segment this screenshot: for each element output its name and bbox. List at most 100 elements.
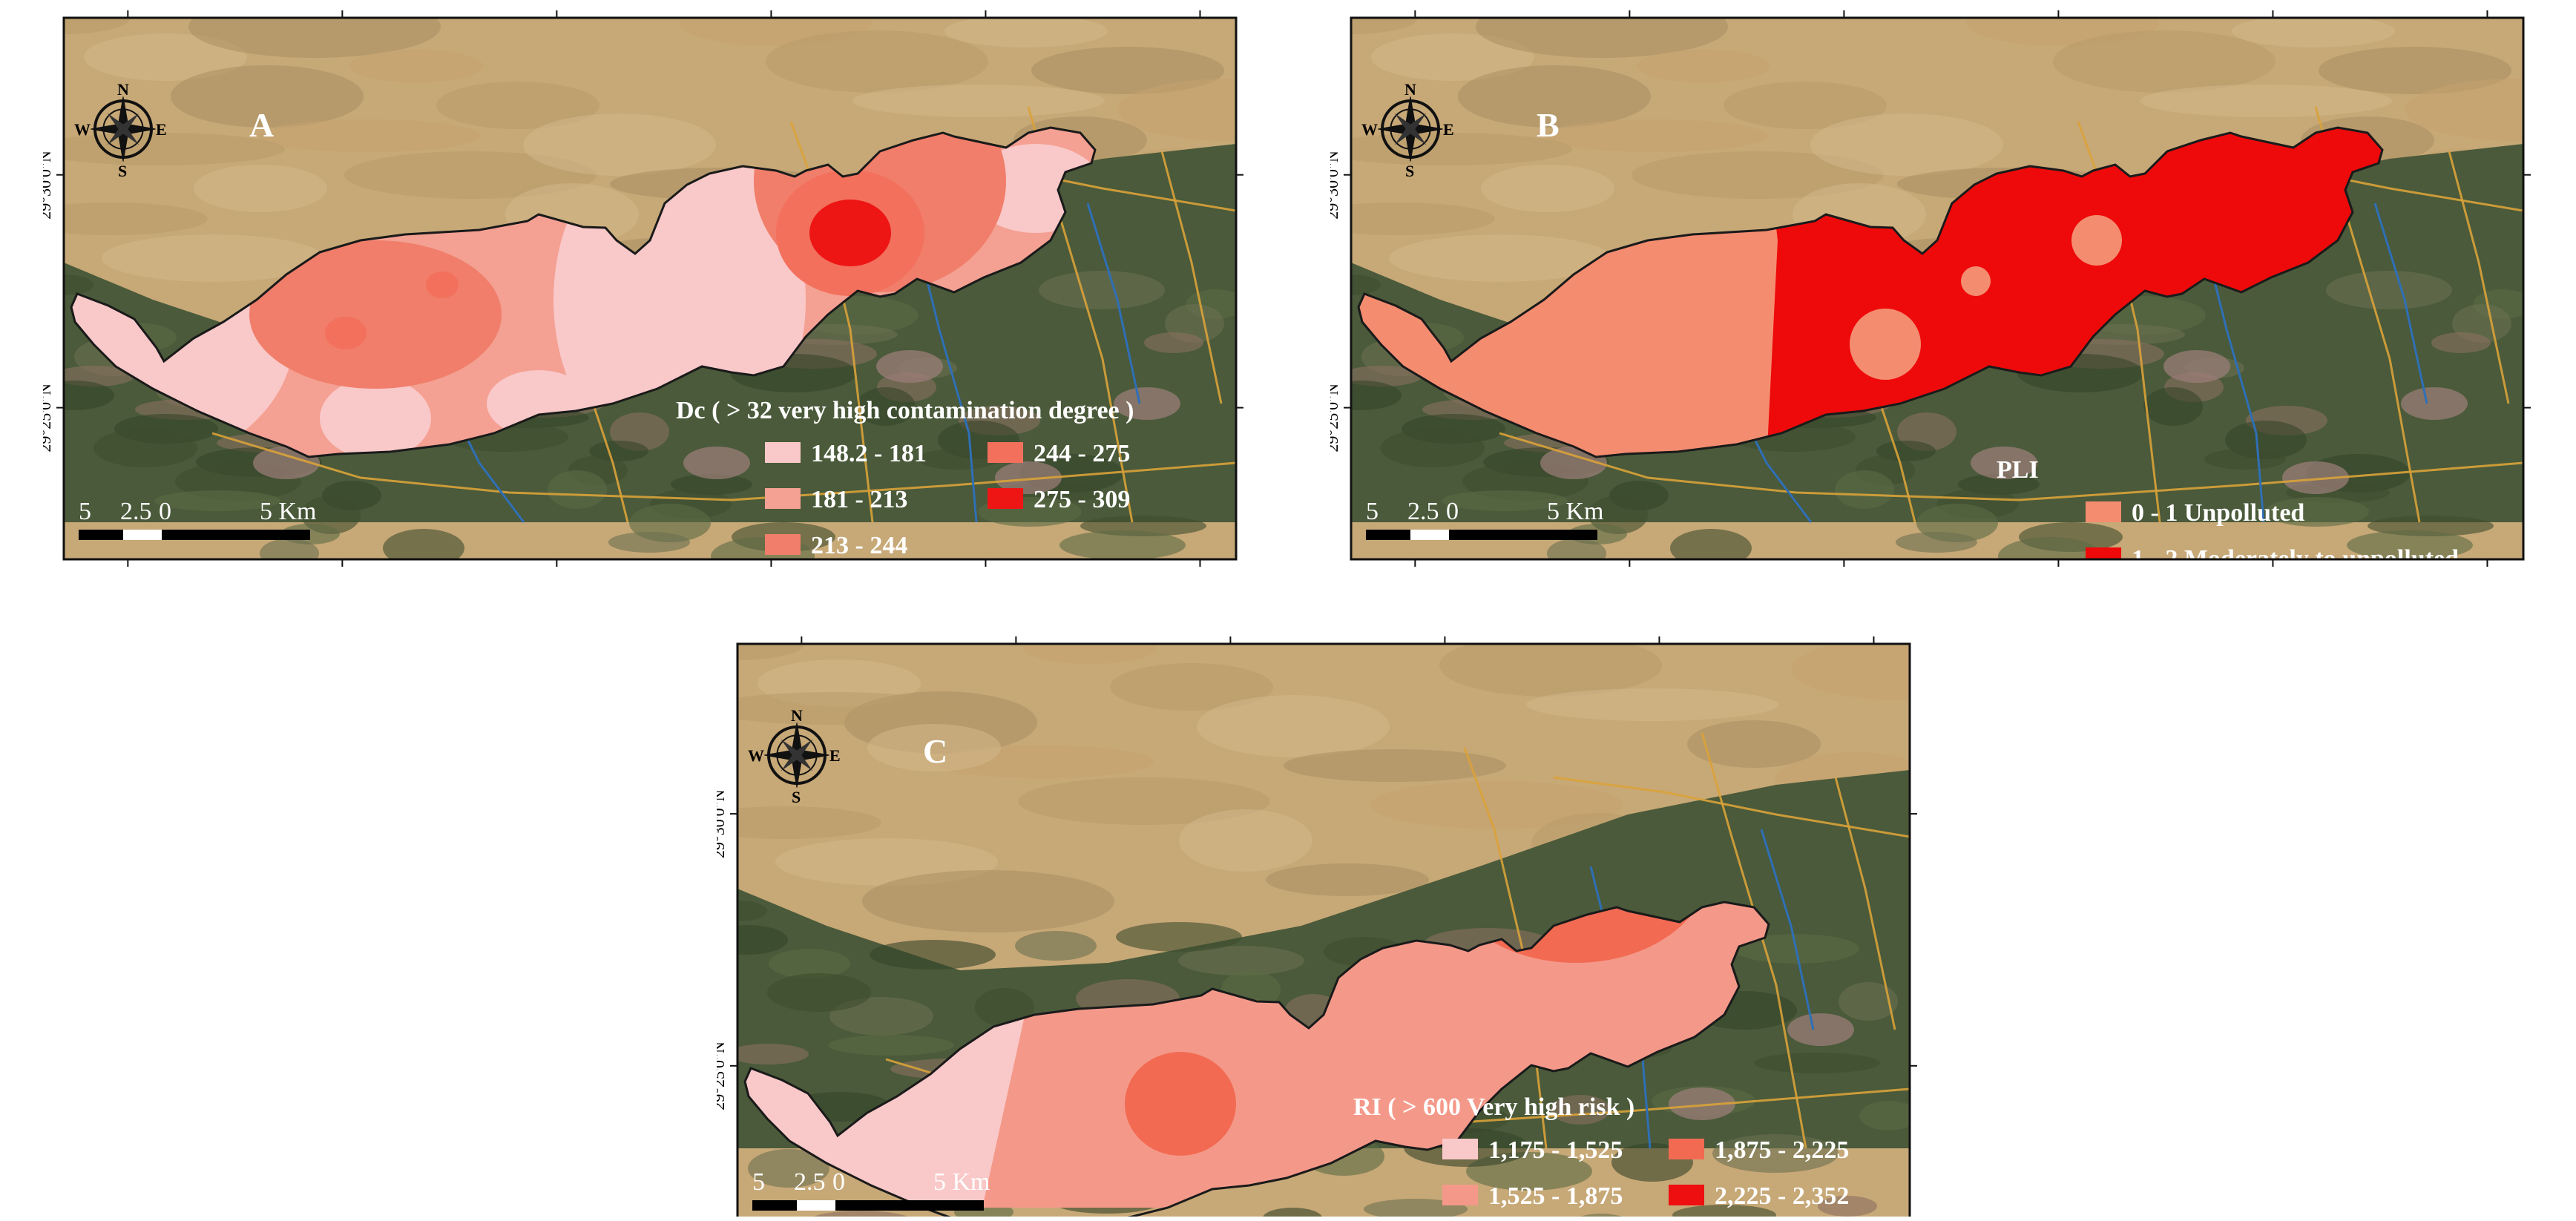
scale-bar-label: 0: [832, 1168, 845, 1196]
legend-swatch: [2086, 547, 2121, 559]
desert-texture: [1118, 79, 1236, 141]
farmland-texture: [769, 949, 850, 978]
farmland-texture: [1754, 1053, 1880, 1073]
road-line: [1553, 776, 1910, 838]
compass-s-label: S: [118, 162, 127, 180]
north-arrow-compass-icon: N S E W: [748, 706, 841, 806]
farmland-texture: [767, 973, 871, 1012]
legend-swatch: [1442, 1139, 1478, 1159]
compass-n-label: N: [117, 80, 129, 99]
desert-texture: [2053, 30, 2276, 93]
desert-texture: [2232, 18, 2395, 47]
scale-bar-label: 2.5: [120, 498, 152, 525]
desert-texture: [1197, 695, 1390, 757]
farmland-texture: [1015, 931, 1097, 961]
legend-label: 2,225 - 2,352: [1715, 1182, 1849, 1210]
farmland-texture: [1859, 1101, 1910, 1131]
farmland-texture: [829, 997, 933, 1036]
desert-texture: [1389, 234, 1611, 282]
desert-texture: [867, 724, 1001, 771]
farmland-texture: [1039, 271, 1165, 309]
desert-texture: [102, 234, 324, 282]
desert-texture: [852, 85, 1105, 117]
legend-title: Dc ( > 32 very high contamination degree…: [676, 397, 1134, 424]
y-tick-label: 29°25'0"N: [717, 1041, 728, 1110]
farmland-texture: [1998, 537, 2102, 559]
canal-line: [2373, 203, 2428, 404]
road-line: [1499, 432, 2523, 501]
desert-texture: [2319, 47, 2511, 94]
desert-texture: [737, 692, 959, 725]
legend-swatch: [765, 534, 801, 555]
desert-texture: [1284, 749, 1506, 782]
y-tick-label: 29°25'0"N: [1330, 384, 1341, 452]
legend-swatch: [1669, 1139, 1704, 1159]
zone-1875-2225: [1125, 1052, 1236, 1156]
map-frame: [1350, 16, 2525, 561]
scale-bar-label: 5: [1366, 498, 1379, 525]
farmland-texture: [737, 901, 767, 921]
legend-title: RI ( > 600 Very high risk ): [1353, 1093, 1634, 1121]
farmland-texture: [1351, 381, 1402, 410]
farmland-texture: [64, 274, 93, 295]
desert-texture: [344, 151, 597, 199]
farmland-texture: [2326, 271, 2452, 309]
farmland-texture: [2347, 530, 2473, 559]
scale-segment: [1449, 530, 1597, 540]
farmland-texture: [1672, 1205, 1776, 1217]
legend-label: 1 - 2 Moderately to unpolluted: [2132, 545, 2459, 573]
desert-texture: [1481, 165, 1614, 212]
legend-swatch: [988, 488, 1023, 509]
compass-e-label: E: [156, 120, 167, 139]
map-body: A N S E W 5 2.5 0 5 Km Dc ( > 32 very high contam…: [64, 18, 1236, 559]
village-patch: [683, 447, 750, 479]
farmland-texture: [1551, 1095, 1610, 1125]
desert-texture: [766, 30, 988, 93]
panel-letter: A: [249, 106, 274, 144]
farmland-texture: [2204, 449, 2286, 470]
farmland-texture: [2431, 332, 2491, 353]
lake-outline: [70, 126, 1097, 458]
farmland-texture: [1178, 946, 1304, 975]
road-line: [1834, 777, 1896, 1030]
desert-texture: [1637, 50, 1770, 82]
legend-swatch: [1442, 1185, 1478, 1205]
map-panel-a: A N S E W 5 2.5 0 5 Km Dc ( > 32 very high contam…: [43, 4, 1260, 576]
scale-segment: [752, 1200, 797, 1211]
compass-point: [1394, 126, 1413, 145]
desert-texture: [1632, 151, 1884, 199]
desert-texture: [523, 113, 716, 176]
legend-label: 0 - 1 Unpolluted: [2132, 499, 2304, 527]
desert-texture: [1724, 82, 1887, 129]
farmland-texture: [260, 539, 319, 559]
road-line: [2448, 151, 2510, 404]
scale-bar: 5 2.5 0 5 Km: [752, 1168, 990, 1211]
legend-title: PLI: [1997, 456, 2039, 484]
scale-bar-label: 2.5: [794, 1168, 826, 1196]
village-patch: [1669, 1087, 1735, 1120]
compass-e-label: E: [1443, 120, 1454, 139]
road-line: [1160, 151, 1223, 404]
compass-e-label: E: [829, 746, 841, 765]
scale-segment: [1410, 530, 1449, 540]
canal-line: [916, 240, 978, 523]
panel-letter: C: [923, 732, 947, 770]
farmland-texture: [1144, 332, 1203, 353]
scale-segment: [797, 1200, 835, 1211]
zone-275-309: [809, 200, 891, 266]
village-patch: [2401, 387, 2468, 420]
scale-segment: [1366, 530, 1410, 540]
farmland-texture: [856, 387, 916, 426]
farmland-texture: [1351, 274, 1381, 295]
farmland-texture: [917, 449, 999, 470]
farmland-texture: [1835, 470, 1894, 509]
legend-swatch: [1669, 1185, 1704, 1205]
farmland-texture: [1442, 490, 1568, 511]
farmland-texture: [737, 925, 788, 955]
village-patch: [876, 350, 943, 383]
farmland-texture: [1670, 529, 1752, 559]
desert-texture: [944, 18, 1108, 47]
legend-label: 244 - 275: [1034, 440, 1130, 467]
lake-outline: [743, 901, 1770, 1217]
farmland-texture: [93, 429, 197, 467]
